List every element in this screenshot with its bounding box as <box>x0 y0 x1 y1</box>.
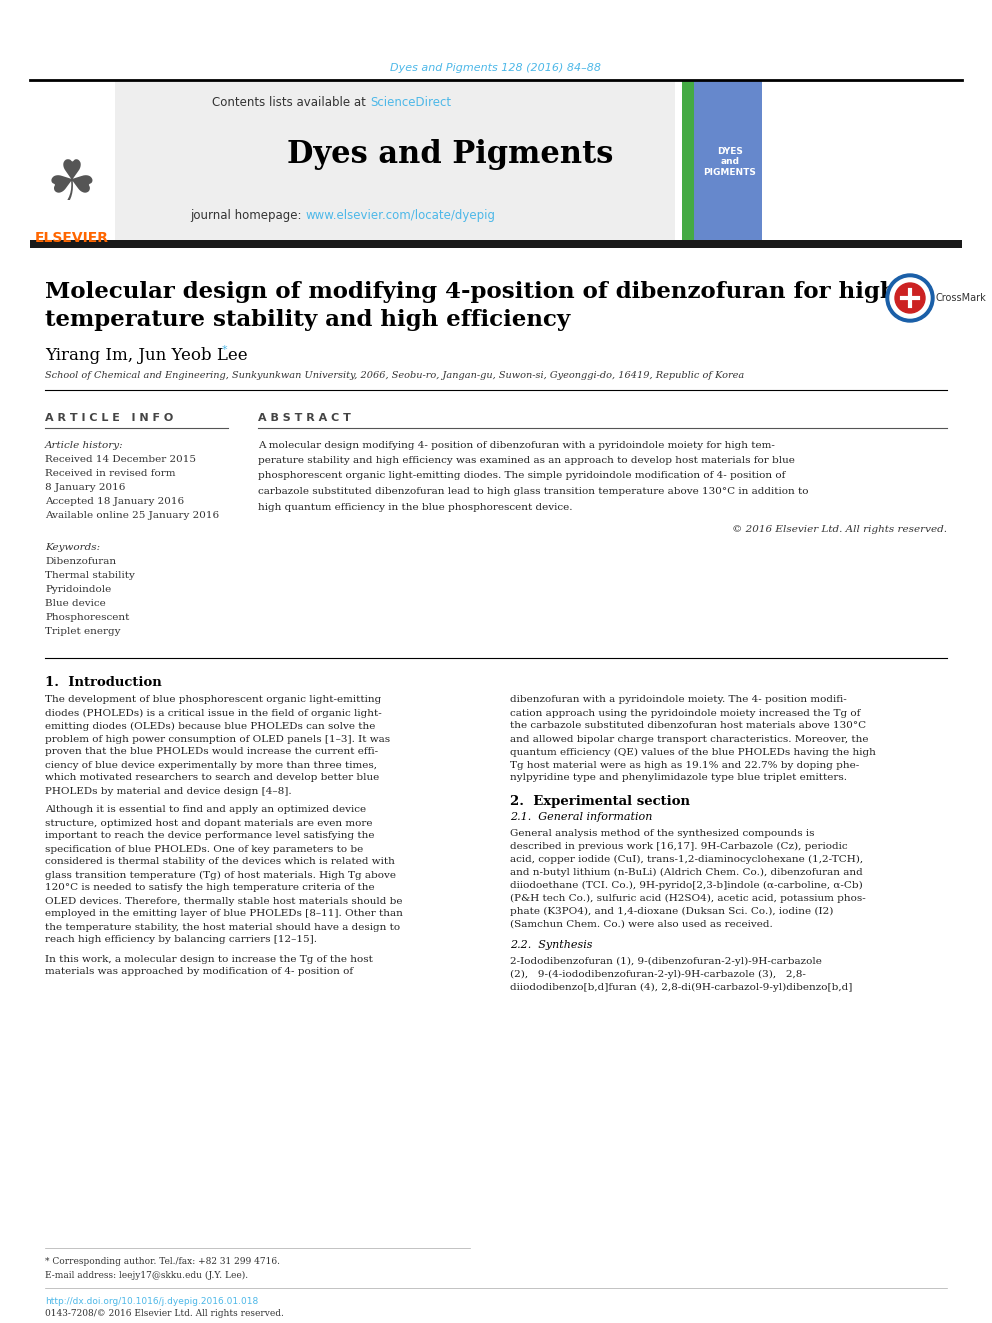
Text: journal homepage:: journal homepage: <box>189 209 305 221</box>
Text: The development of blue phosphorescent organic light-emitting: The development of blue phosphorescent o… <box>45 696 381 705</box>
Text: emitting diodes (OLEDs) because blue PHOLEDs can solve the: emitting diodes (OLEDs) because blue PHO… <box>45 721 375 730</box>
Text: Article history:: Article history: <box>45 441 124 450</box>
Text: E-mail address: leejy17@skku.edu (J.Y. Lee).: E-mail address: leejy17@skku.edu (J.Y. L… <box>45 1270 248 1279</box>
Text: Thermal stability: Thermal stability <box>45 572 135 581</box>
Text: materials was approached by modification of 4- position of: materials was approached by modification… <box>45 967 353 976</box>
Text: Although it is essential to find and apply an optimized device: Although it is essential to find and app… <box>45 806 366 815</box>
Text: described in previous work [16,17]. 9H-Carbazole (Cz), periodic: described in previous work [16,17]. 9H-C… <box>510 841 847 851</box>
Text: Keywords:: Keywords: <box>45 544 100 553</box>
Text: 2.1.  General information: 2.1. General information <box>510 812 653 822</box>
Text: http://dx.doi.org/10.1016/j.dyepig.2016.01.018: http://dx.doi.org/10.1016/j.dyepig.2016.… <box>45 1297 258 1306</box>
Text: Pyridoindole: Pyridoindole <box>45 586 111 594</box>
Bar <box>682 81 762 243</box>
Text: DYES
and
PIGMENTS: DYES and PIGMENTS <box>703 147 757 177</box>
Text: temperature stability and high efficiency: temperature stability and high efficienc… <box>45 310 570 331</box>
Text: acid, copper iodide (CuI), trans-1,2-diaminocyclohexane (1,2-TCH),: acid, copper iodide (CuI), trans-1,2-dia… <box>510 855 863 864</box>
Text: A B S T R A C T: A B S T R A C T <box>258 413 351 423</box>
Text: diiodoethane (TCI. Co.), 9H-pyrido[2,3-b]indole (α-carboline, α-Cb): diiodoethane (TCI. Co.), 9H-pyrido[2,3-b… <box>510 880 863 889</box>
Text: perature stability and high efficiency was examined as an approach to develop ho: perature stability and high efficiency w… <box>258 456 795 464</box>
Text: carbazole substituted dibenzofuran lead to high glass transition temperature abo: carbazole substituted dibenzofuran lead … <box>258 487 808 496</box>
Text: 1.  Introduction: 1. Introduction <box>45 676 162 688</box>
Text: dibenzofuran with a pyridoindole moiety. The 4- position modifi-: dibenzofuran with a pyridoindole moiety.… <box>510 696 847 705</box>
Text: which motivated researchers to search and develop better blue: which motivated researchers to search an… <box>45 774 379 782</box>
Text: CrossMark: CrossMark <box>935 292 986 303</box>
Text: Blue device: Blue device <box>45 599 106 609</box>
Text: ☘: ☘ <box>48 157 97 212</box>
Text: 2-Iododibenzofuran (1), 9-(dibenzofuran-2-yl)-9H-carbazole: 2-Iododibenzofuran (1), 9-(dibenzofuran-… <box>510 957 822 966</box>
Text: Yirang Im, Jun Yeob Lee: Yirang Im, Jun Yeob Lee <box>45 347 248 364</box>
Text: OLED devices. Therefore, thermally stable host materials should be: OLED devices. Therefore, thermally stabl… <box>45 897 403 905</box>
Text: General analysis method of the synthesized compounds is: General analysis method of the synthesiz… <box>510 828 814 837</box>
Text: proven that the blue PHOLEDs would increase the current effi-: proven that the blue PHOLEDs would incre… <box>45 747 378 757</box>
Circle shape <box>890 278 930 318</box>
Text: diiododibenzo[b,d]furan (4), 2,8-di(9H-carbazol-9-yl)dibenzo[b,d]: diiododibenzo[b,d]furan (4), 2,8-di(9H-c… <box>510 983 852 991</box>
Text: Dyes and Pigments: Dyes and Pigments <box>287 139 613 171</box>
Text: 2.  Experimental section: 2. Experimental section <box>510 795 690 807</box>
Text: Tg host material were as high as 19.1% and 22.7% by doping phe-: Tg host material were as high as 19.1% a… <box>510 761 859 770</box>
Text: the carbazole substituted dibenzofuran host materials above 130°C: the carbazole substituted dibenzofuran h… <box>510 721 866 730</box>
Text: Contents lists available at: Contents lists available at <box>212 97 370 110</box>
Text: 8 January 2016: 8 January 2016 <box>45 483 125 492</box>
Text: and n-butyl lithium (n-BuLi) (Aldrich Chem. Co.), dibenzofuran and: and n-butyl lithium (n-BuLi) (Aldrich Ch… <box>510 868 863 877</box>
Text: (2),   9-(4-iododibenzofuran-2-yl)-9H-carbazole (3),   2,8-: (2), 9-(4-iododibenzofuran-2-yl)-9H-carb… <box>510 970 806 979</box>
Text: problem of high power consumption of OLED panels [1–3]. It was: problem of high power consumption of OLE… <box>45 734 390 744</box>
Text: A R T I C L E   I N F O: A R T I C L E I N F O <box>45 413 174 423</box>
Text: In this work, a molecular design to increase the Tg of the host: In this work, a molecular design to incr… <box>45 954 373 963</box>
Text: 0143-7208/© 2016 Elsevier Ltd. All rights reserved.: 0143-7208/© 2016 Elsevier Ltd. All right… <box>45 1310 284 1319</box>
Text: reach high efficiency by balancing carriers [12–15].: reach high efficiency by balancing carri… <box>45 935 317 945</box>
Bar <box>30 79 115 245</box>
Bar <box>682 81 694 243</box>
Text: © 2016 Elsevier Ltd. All rights reserved.: © 2016 Elsevier Ltd. All rights reserved… <box>732 525 947 534</box>
Text: quantum efficiency (QE) values of the blue PHOLEDs having the high: quantum efficiency (QE) values of the bl… <box>510 747 876 757</box>
Text: Triplet energy: Triplet energy <box>45 627 120 636</box>
Text: diodes (PHOLEDs) is a critical issue in the field of organic light-: diodes (PHOLEDs) is a critical issue in … <box>45 708 382 717</box>
Text: Dyes and Pigments 128 (2016) 84–88: Dyes and Pigments 128 (2016) 84–88 <box>391 64 601 73</box>
Text: structure, optimized host and dopant materials are even more: structure, optimized host and dopant mat… <box>45 819 373 827</box>
Text: * Corresponding author. Tel./fax: +82 31 299 4716.: * Corresponding author. Tel./fax: +82 31… <box>45 1257 280 1266</box>
Text: phate (K3PO4), and 1,4-dioxane (Duksan Sci. Co.), iodine (I2): phate (K3PO4), and 1,4-dioxane (Duksan S… <box>510 906 833 916</box>
Text: employed in the emitting layer of blue PHOLEDs [8–11]. Other than: employed in the emitting layer of blue P… <box>45 909 403 918</box>
Text: important to reach the device performance level satisfying the: important to reach the device performanc… <box>45 831 375 840</box>
Text: high quantum efficiency in the blue phosphorescent device.: high quantum efficiency in the blue phos… <box>258 503 572 512</box>
Text: the temperature stability, the host material should have a design to: the temperature stability, the host mate… <box>45 922 400 931</box>
Text: A molecular design modifying 4- position of dibenzofuran with a pyridoindole moi: A molecular design modifying 4- position… <box>258 441 775 450</box>
Text: (P&H tech Co.), sulfuric acid (H2SO4), acetic acid, potassium phos-: (P&H tech Co.), sulfuric acid (H2SO4), a… <box>510 893 866 902</box>
Circle shape <box>895 283 925 314</box>
Text: and allowed bipolar charge transport characteristics. Moreover, the: and allowed bipolar charge transport cha… <box>510 734 869 744</box>
Text: *: * <box>222 345 227 355</box>
Text: 120°C is needed to satisfy the high temperature criteria of the: 120°C is needed to satisfy the high temp… <box>45 884 375 893</box>
Text: ScienceDirect: ScienceDirect <box>370 97 451 110</box>
Text: Dibenzofuran: Dibenzofuran <box>45 557 116 566</box>
Text: glass transition temperature (Tg) of host materials. High Tg above: glass transition temperature (Tg) of hos… <box>45 871 396 880</box>
Text: cation approach using the pyridoindole moiety increased the Tg of: cation approach using the pyridoindole m… <box>510 709 860 717</box>
Text: Molecular design of modifying 4-position of dibenzofuran for high: Molecular design of modifying 4-position… <box>45 280 897 303</box>
Text: considered is thermal stability of the devices which is related with: considered is thermal stability of the d… <box>45 857 395 867</box>
Text: School of Chemical and Engineering, Sunkyunkwan University, 2066, Seobu-ro, Jang: School of Chemical and Engineering, Sunk… <box>45 370 744 380</box>
Text: nylpyridine type and phenylimidazole type blue triplet emitters.: nylpyridine type and phenylimidazole typ… <box>510 774 847 782</box>
Text: PHOLEDs by material and device design [4–8].: PHOLEDs by material and device design [4… <box>45 786 292 795</box>
Text: Accepted 18 January 2016: Accepted 18 January 2016 <box>45 497 185 507</box>
Bar <box>115 79 675 245</box>
Bar <box>30 239 962 247</box>
Text: specification of blue PHOLEDs. One of key parameters to be: specification of blue PHOLEDs. One of ke… <box>45 844 363 853</box>
Text: 2.2.  Synthesis: 2.2. Synthesis <box>510 941 592 950</box>
Text: Received in revised form: Received in revised form <box>45 470 176 479</box>
Text: phosphorescent organic light-emitting diodes. The simple pyridoindole modificati: phosphorescent organic light-emitting di… <box>258 471 786 480</box>
Text: ELSEVIER: ELSEVIER <box>35 232 109 245</box>
Text: Available online 25 January 2016: Available online 25 January 2016 <box>45 512 219 520</box>
Text: Received 14 December 2015: Received 14 December 2015 <box>45 455 196 464</box>
Text: Phosphorescent: Phosphorescent <box>45 614 129 623</box>
Circle shape <box>886 274 934 321</box>
Text: (Samchun Chem. Co.) were also used as received.: (Samchun Chem. Co.) were also used as re… <box>510 919 773 929</box>
Text: www.elsevier.com/locate/dyepig: www.elsevier.com/locate/dyepig <box>305 209 495 221</box>
Text: ciency of blue device experimentally by more than three times,: ciency of blue device experimentally by … <box>45 761 377 770</box>
